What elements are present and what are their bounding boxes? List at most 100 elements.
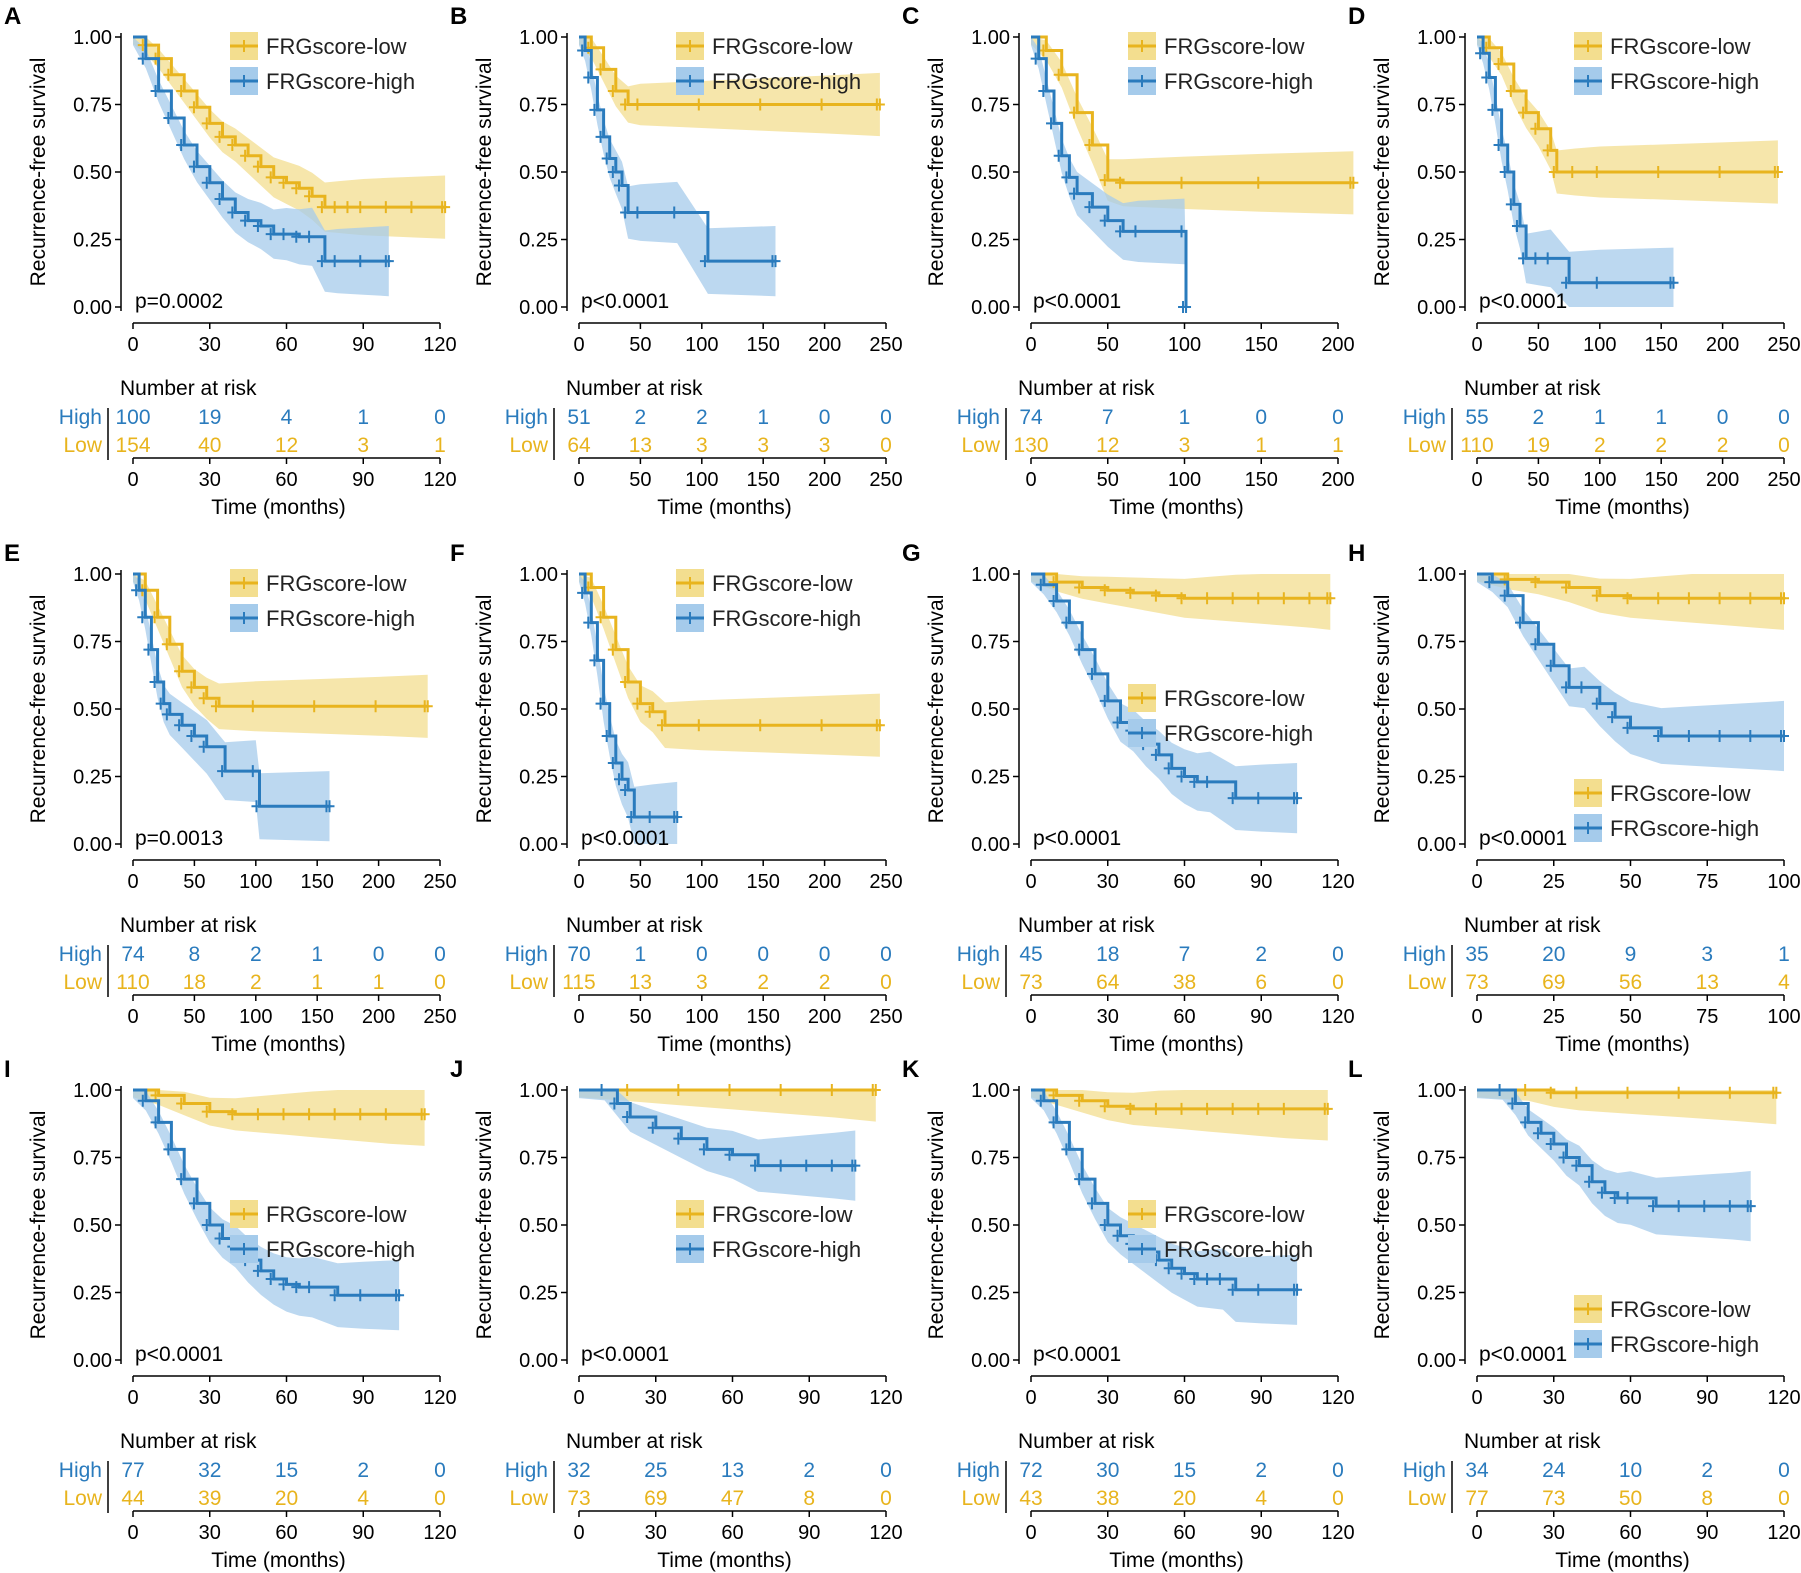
risk-low-count: 1 xyxy=(311,971,323,994)
legend-label: FRGscore-low xyxy=(712,34,853,59)
censor-mark xyxy=(1038,85,1049,97)
censor-mark xyxy=(329,201,340,214)
risk-high-count: 0 xyxy=(819,406,831,429)
risk-time-label: 250 xyxy=(869,469,902,491)
censor-mark xyxy=(724,1084,735,1096)
censor-mark xyxy=(1099,1100,1110,1113)
y-tick-label: 0.50 xyxy=(1417,1215,1456,1237)
risk-low-count: 73 xyxy=(1542,1487,1565,1510)
censor-mark xyxy=(596,1084,607,1096)
p-value: p<0.0001 xyxy=(1033,827,1121,850)
risk-time-label: 50 xyxy=(1527,469,1549,491)
risk-low-count: 0 xyxy=(880,1487,892,1510)
y-tick-label: 0.00 xyxy=(73,1350,112,1372)
censor-mark xyxy=(1545,1138,1556,1150)
y-tick-label: 0.25 xyxy=(971,1283,1010,1305)
x-tick-label: 30 xyxy=(199,334,221,356)
censor-mark xyxy=(1227,592,1238,605)
censor-mark xyxy=(1099,584,1110,597)
curve-low xyxy=(1477,572,1784,600)
x-tick-label: 50 xyxy=(629,334,651,356)
panel-letter: B xyxy=(450,3,467,30)
risk-high-count: 2 xyxy=(635,406,647,429)
x-tick-label: 100 xyxy=(1767,871,1800,893)
censor-mark xyxy=(1176,225,1187,238)
risk-low-count: 77 xyxy=(1465,1487,1488,1510)
y-tick-label: 0.00 xyxy=(519,834,558,856)
risk-high-count: 15 xyxy=(1173,1459,1196,1482)
risk-high-label: High xyxy=(59,406,102,429)
risk-high-count: 1 xyxy=(635,943,647,966)
censor-mark xyxy=(1061,171,1072,184)
censor-mark xyxy=(304,230,315,243)
censor-mark xyxy=(355,1289,366,1302)
y-tick-label: 1.00 xyxy=(1417,564,1456,586)
legend-label: FRGscore-high xyxy=(712,69,861,94)
x-tick-label: 0 xyxy=(573,871,584,893)
y-tick-label: 1.00 xyxy=(73,1080,112,1102)
censor-mark xyxy=(775,1159,786,1172)
censor-mark xyxy=(1530,638,1541,651)
risk-time-label: 100 xyxy=(1767,1006,1800,1028)
y-axis-label: Recurrence-free survival xyxy=(925,595,948,824)
panel-c: C Recurrence-free survival 0.00 0.25 0.50 0.7… xyxy=(902,3,1359,519)
censor-mark xyxy=(143,643,154,656)
risk-time-label: 0 xyxy=(573,1522,584,1544)
panel-letter: L xyxy=(1348,1056,1363,1083)
risk-low-count: 4 xyxy=(357,1487,369,1510)
censor-mark xyxy=(589,654,600,667)
censor-mark xyxy=(201,176,212,189)
x-tick-label: 250 xyxy=(1767,334,1800,356)
ci-band-high xyxy=(133,574,330,842)
y-tick-label: 0.25 xyxy=(73,230,112,252)
censor-mark xyxy=(155,697,166,710)
risk-high-count: 2 xyxy=(250,943,262,966)
x-tick-label: 60 xyxy=(1619,1387,1641,1409)
censor-mark xyxy=(198,692,209,705)
curve-high xyxy=(579,35,776,263)
p-value: p<0.0001 xyxy=(135,1343,223,1366)
risk-high-label: High xyxy=(957,1459,1000,1482)
risk-low-count: 50 xyxy=(1619,1487,1642,1510)
risk-low-count: 1 xyxy=(373,971,385,994)
curve-high xyxy=(1477,35,1674,285)
risk-high-count: 0 xyxy=(696,943,708,966)
x-tick-label: 75 xyxy=(1696,871,1718,893)
censor-mark xyxy=(278,1278,289,1291)
risk-high-count: 15 xyxy=(275,1459,298,1482)
y-tick-label: 1.00 xyxy=(519,27,558,49)
censor-mark xyxy=(1176,1267,1187,1280)
censor-mark xyxy=(1771,1086,1782,1099)
censor-mark xyxy=(1048,1116,1059,1129)
censor-mark xyxy=(252,160,263,173)
curve-high xyxy=(1031,35,1188,307)
risk-time-label: 0 xyxy=(1025,1006,1036,1028)
x-tick-label: 90 xyxy=(352,1387,374,1409)
x-tick-label: 60 xyxy=(1173,871,1195,893)
x-tick-label: 30 xyxy=(1097,1387,1119,1409)
censor-mark xyxy=(1030,52,1041,65)
censor-mark xyxy=(1074,1173,1085,1186)
censor-mark xyxy=(1653,730,1664,742)
risk-low-count: 4 xyxy=(1778,971,1790,994)
risk-high-count: 1 xyxy=(311,943,323,966)
risk-time-label: 30 xyxy=(199,469,221,491)
risk-time-label: 30 xyxy=(645,1522,667,1544)
y-tick-label: 0.25 xyxy=(73,767,112,789)
risk-low-count: 13 xyxy=(629,971,652,994)
censor-mark xyxy=(1518,252,1529,265)
x-tick-label: 0 xyxy=(573,1387,584,1409)
risk-high-count: 0 xyxy=(757,943,769,966)
censor-mark xyxy=(1475,47,1486,60)
risk-high-count: 1 xyxy=(1179,406,1191,429)
censor-mark xyxy=(1125,1102,1136,1115)
risk-time-label: 0 xyxy=(127,1522,138,1544)
risk-low-count: 4 xyxy=(1255,1487,1267,1510)
censor-mark xyxy=(1099,174,1110,187)
risk-low-label: Low xyxy=(63,1487,102,1510)
y-tick-label: 0.75 xyxy=(1417,632,1456,654)
censor-mark xyxy=(1494,1084,1505,1096)
risk-low-label: Low xyxy=(509,1487,548,1510)
censor-mark xyxy=(607,757,618,769)
censor-mark xyxy=(1558,1151,1569,1164)
